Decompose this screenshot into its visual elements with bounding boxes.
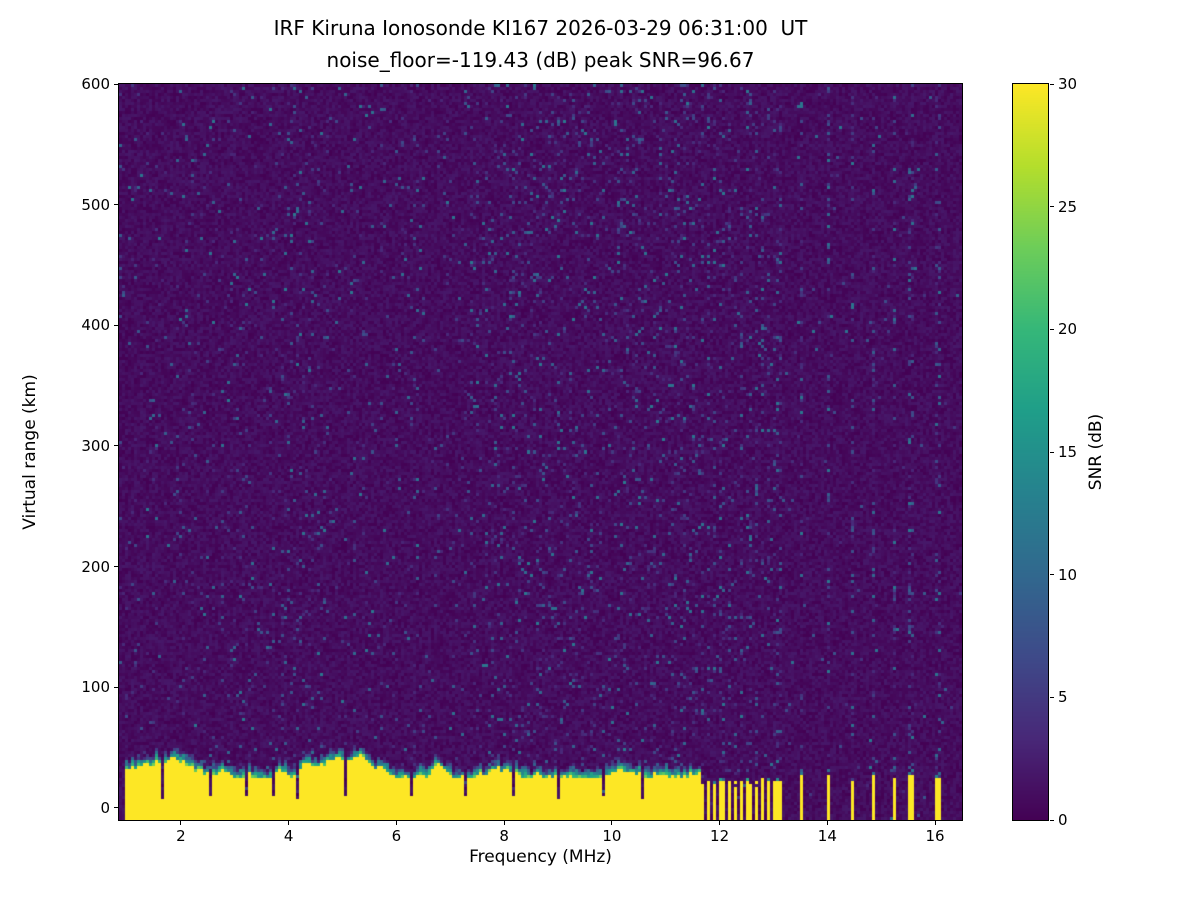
y-tick-label: 200 bbox=[81, 557, 110, 576]
y-tick-label: 0 bbox=[100, 798, 110, 817]
colorbar-tick-mark bbox=[1050, 206, 1054, 208]
colorbar-tick-mark bbox=[1050, 328, 1054, 330]
x-axis-label: Frequency (MHz) bbox=[469, 847, 612, 867]
x-tick-mark bbox=[503, 821, 505, 825]
chart-subtitle: noise_floor=-119.43 (dB) peak SNR=96.67 bbox=[326, 48, 755, 72]
colorbar-tick-mark bbox=[1050, 819, 1054, 821]
colorbar-tick-mark bbox=[1050, 696, 1054, 698]
x-tick-label: 8 bbox=[499, 827, 509, 845]
x-tick-label: 12 bbox=[710, 827, 730, 845]
y-tick-mark bbox=[114, 83, 118, 85]
x-tick-mark bbox=[826, 821, 828, 825]
colorbar-tick-label: 5 bbox=[1058, 688, 1068, 707]
y-tick-mark bbox=[114, 807, 118, 809]
colorbar bbox=[1012, 83, 1049, 821]
x-tick-label: 14 bbox=[817, 827, 837, 845]
x-tick-mark bbox=[180, 821, 182, 825]
x-tick-label: 2 bbox=[176, 827, 186, 845]
heatmap-canvas bbox=[119, 84, 962, 820]
x-tick-label: 16 bbox=[925, 827, 945, 845]
y-tick-mark bbox=[114, 686, 118, 688]
chart-title: IRF Kiruna Ionosonde KI167 2026-03-29 06… bbox=[273, 16, 808, 40]
y-tick-label: 500 bbox=[81, 195, 110, 214]
colorbar-canvas bbox=[1013, 84, 1048, 820]
x-tick-label: 10 bbox=[602, 827, 622, 845]
colorbar-tick-mark bbox=[1050, 451, 1054, 453]
colorbar-tick-mark bbox=[1050, 574, 1054, 576]
colorbar-tick-label: 10 bbox=[1058, 565, 1078, 584]
colorbar-tick-label: 15 bbox=[1058, 443, 1078, 461]
x-tick-label: 4 bbox=[283, 827, 294, 845]
y-axis-label: Virtual range (km) bbox=[20, 374, 40, 530]
x-tick-mark bbox=[611, 821, 613, 825]
x-tick-label: 6 bbox=[391, 827, 402, 845]
plot-area bbox=[118, 83, 963, 821]
x-tick-mark bbox=[288, 821, 290, 825]
colorbar-tick-mark bbox=[1050, 83, 1054, 85]
y-tick-mark bbox=[114, 324, 118, 326]
y-tick-mark bbox=[114, 204, 118, 206]
y-tick-label: 600 bbox=[81, 75, 110, 93]
colorbar-tick-label: 0 bbox=[1058, 811, 1068, 829]
x-tick-mark bbox=[934, 821, 936, 825]
y-tick-label: 400 bbox=[81, 316, 110, 335]
x-tick-mark bbox=[719, 821, 721, 825]
y-tick-mark bbox=[114, 445, 118, 447]
y-tick-mark bbox=[114, 566, 118, 568]
y-tick-label: 100 bbox=[81, 678, 110, 697]
colorbar-tick-label: 30 bbox=[1058, 75, 1078, 93]
y-tick-label: 300 bbox=[81, 436, 110, 455]
x-tick-mark bbox=[395, 821, 397, 825]
colorbar-tick-label: 20 bbox=[1058, 320, 1078, 339]
colorbar-tick-label: 25 bbox=[1058, 197, 1078, 216]
